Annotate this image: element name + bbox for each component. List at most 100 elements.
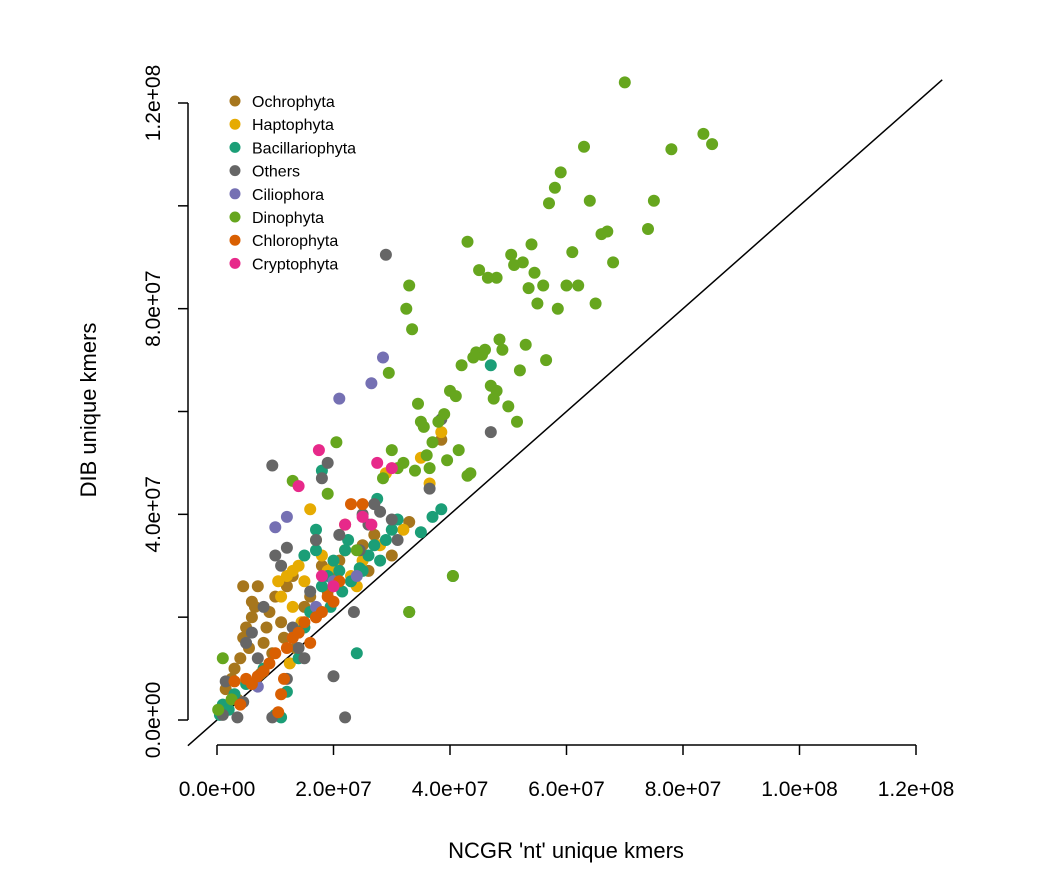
data-point: [362, 549, 375, 562]
legend-label: Bacillariophyta: [252, 140, 356, 157]
data-point: [490, 384, 503, 397]
data-point: [406, 323, 419, 336]
data-point: [275, 616, 288, 629]
data-point: [490, 271, 503, 284]
data-point: [414, 526, 427, 539]
data-point: [397, 456, 410, 469]
data-point: [706, 138, 719, 151]
data-point: [461, 235, 474, 248]
data-point: [540, 354, 553, 367]
data-point: [275, 559, 288, 572]
y-tick-label: 0.0e+00: [142, 682, 165, 759]
data-point: [245, 611, 258, 624]
data-point: [397, 523, 410, 536]
data-point: [298, 575, 311, 588]
data-point: [479, 343, 491, 356]
data-point: [315, 606, 328, 618]
data-point: [304, 503, 317, 516]
x-tick-label: 4.0e+07: [412, 778, 489, 801]
data-point: [298, 616, 311, 629]
data-point: [350, 544, 363, 557]
data-point: [455, 359, 468, 372]
data-point: [426, 510, 439, 523]
data-point: [356, 510, 369, 523]
legend-marker: [229, 211, 241, 223]
data-point: [339, 518, 352, 531]
data-point: [452, 444, 465, 457]
x-tick-label: 8.0e+07: [645, 778, 722, 801]
data-point: [315, 570, 328, 582]
legend-marker: [229, 188, 241, 200]
data-point: [566, 246, 579, 259]
data-point: [347, 606, 360, 618]
data-point: [269, 549, 282, 562]
data-point: [237, 580, 250, 593]
data-point: [350, 647, 363, 660]
data-point: [412, 397, 424, 410]
series-bacillariophyta: [213, 359, 497, 724]
data-point: [385, 462, 398, 475]
data-point: [496, 343, 509, 356]
legend-item-dinophyta: Dinophyta: [229, 210, 324, 227]
data-point: [426, 436, 439, 449]
data-point: [275, 590, 288, 603]
data-point: [321, 456, 334, 469]
data-point: [522, 282, 535, 295]
data-point: [554, 166, 567, 179]
data-point: [327, 595, 340, 608]
data-point: [228, 675, 241, 688]
y-axis-title: DIB unique kmers: [76, 323, 101, 498]
data-point: [263, 657, 276, 670]
legend-marker: [229, 95, 241, 107]
legend-item-haptophyta: Haptophyta: [229, 117, 334, 134]
data-point: [339, 711, 352, 724]
legend-label: Cryptophyta: [252, 256, 338, 273]
data-point: [665, 143, 678, 156]
data-point: [400, 302, 413, 315]
data-point: [216, 652, 229, 665]
data-point: [374, 505, 387, 518]
data-point: [251, 580, 264, 593]
data-point: [618, 76, 631, 89]
data-point: [607, 256, 620, 269]
data-point: [441, 454, 454, 467]
legend-marker: [229, 234, 241, 246]
data-point: [280, 580, 293, 593]
data-point: [327, 580, 340, 593]
data-point: [382, 366, 395, 379]
data-point: [333, 392, 346, 405]
data-point: [278, 672, 290, 685]
x-tick-label: 0.0e+00: [179, 778, 256, 801]
legend-label: Others: [252, 164, 300, 181]
data-point: [266, 459, 279, 472]
data-point: [379, 534, 392, 546]
data-point: [278, 631, 290, 644]
data-point: [234, 652, 247, 665]
data-point: [292, 480, 305, 493]
series-cryptophyta: [292, 444, 398, 593]
x-axis-title: NCGR 'nt' unique kmers: [448, 838, 684, 863]
data-point: [228, 662, 241, 675]
data-point: [298, 652, 311, 665]
data-point: [315, 580, 328, 593]
data-point: [435, 426, 448, 439]
data-point: [371, 456, 384, 469]
data-point: [391, 534, 404, 546]
data-point: [212, 703, 225, 716]
data-point: [365, 377, 378, 390]
data-point: [339, 544, 352, 557]
legend: Ochrophyta Haptophyta Bacillariophyta Other…: [229, 94, 356, 273]
data-point: [502, 400, 515, 413]
reference-line-layer: [187, 79, 943, 747]
data-point: [286, 600, 299, 613]
legend-label: Haptophyta: [252, 117, 334, 134]
legend-marker: [229, 118, 241, 130]
data-point: [368, 528, 381, 541]
data-point: [269, 647, 282, 660]
data-point: [385, 513, 398, 526]
data-point: [327, 670, 340, 683]
data-point: [511, 415, 523, 428]
legend-marker: [229, 141, 241, 153]
data-point: [257, 600, 270, 613]
